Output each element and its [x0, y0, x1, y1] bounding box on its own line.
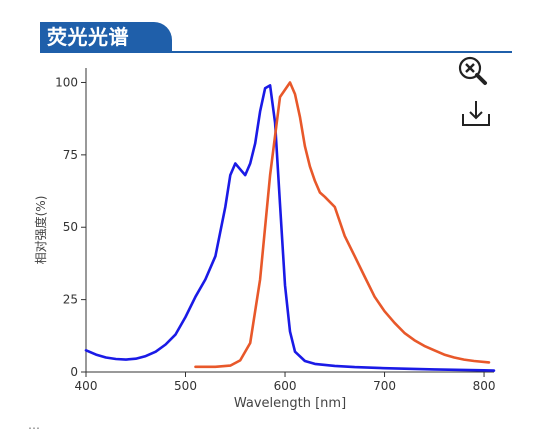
download-button[interactable] — [458, 97, 494, 133]
chart-series — [84, 81, 496, 372]
y-tick-label: 100 — [55, 75, 78, 89]
x-tick-label: 500 — [174, 379, 197, 393]
zoom-reset-button[interactable] — [456, 54, 492, 90]
section-title-tab — [40, 22, 172, 52]
zoom-reset-icon — [458, 56, 487, 85]
x-axis-label: Wavelength [nm] — [234, 396, 346, 411]
section-divider — [40, 51, 512, 53]
x-tick-label: 800 — [473, 379, 496, 393]
section-title: 荧光光谱 — [47, 25, 129, 49]
download-icon — [462, 101, 490, 126]
y-tick-label: 75 — [63, 148, 78, 162]
y-tick-label: 25 — [63, 293, 78, 307]
y-tick-label: 0 — [70, 365, 78, 379]
x-tick-label: 700 — [373, 379, 396, 393]
y-tick-label: 50 — [63, 220, 78, 234]
x-tick-label: 400 — [75, 379, 98, 393]
y-axis-label: 相对强度(%) — [33, 196, 48, 265]
chart-labels: 400 500 600 700 800 0 25 50 75 100 Wavelength [nm]… — [33, 75, 496, 411]
section-header: 荧光光谱 — [0, 0, 544, 53]
chart-axes — [81, 68, 494, 377]
footer-text: … — [28, 418, 40, 431]
series-line-blue — [84, 84, 496, 372]
x-tick-label: 600 — [274, 379, 297, 393]
series-line-orange — [194, 81, 491, 369]
